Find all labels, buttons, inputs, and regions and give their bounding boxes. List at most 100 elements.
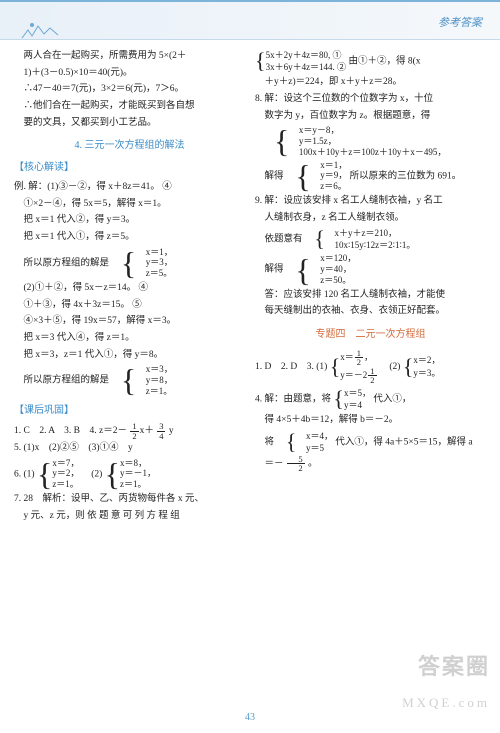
- right-column: { 5x＋2y＋4z＝80, ① 3x＋6y＋4z＝144. ② 由①＋②，得 …: [255, 48, 486, 524]
- text: 所以原方程组的解是: [24, 376, 110, 386]
- answer-line: 将 { x＝4， y＝5 代入①，得 4a＋5×5＝15，解得 a: [255, 429, 486, 455]
- example-line: 把 x＝1 代入②，得 y＝3。: [14, 212, 245, 229]
- sys-row: 100x＋10y＋z＝100z＋10y＋x－495，: [289, 147, 446, 158]
- left-column: 两人合在一起购买，所需费用为 5×(2＋ 1)＋(3－0.5)×10＝40(元)…: [14, 48, 245, 524]
- equation-system: { x＝5， y＝4: [333, 387, 371, 411]
- answer-line: 解得 { x＝120， y＝40， z＝50。: [255, 252, 486, 286]
- sys-row: x＝120，: [311, 253, 357, 264]
- text: ＝－: [265, 459, 284, 469]
- text: 所以原方程组的解是: [24, 258, 110, 268]
- answer-line: 1. C 2. A 3. B 4. z＝2－ 12x＋ 34 y: [14, 422, 245, 440]
- text: 所以原来的三位数为 691。: [350, 171, 462, 181]
- section-sub: 【核心解读】: [14, 159, 245, 177]
- sys-row: x＝12，: [340, 349, 377, 367]
- text: 代入①，得 4a＋5×5＝15，解得 a: [335, 437, 472, 447]
- example-line: 把 x＝1 代入①，得 z＝5。: [14, 229, 245, 246]
- fraction: 12: [355, 349, 363, 367]
- text: 1. C 2. A 3. B 4. z＝2－: [14, 426, 127, 436]
- topic-title: 专题四 二元一次方程组: [255, 326, 486, 344]
- sys-row: y＝－212: [340, 367, 377, 385]
- sys-row: x＝y－8，: [289, 125, 446, 136]
- text: 将: [265, 437, 275, 447]
- sys-row: y＝－1，: [120, 468, 156, 479]
- intro-line: 两人合在一起购买，所需费用为 5×(2＋: [14, 48, 245, 65]
- answer-line: y 元、z 元，则 依 题 意 可 列 方 程 组: [14, 508, 245, 525]
- answer-line: 1. D 2. D 3. (1) { x＝12， y＝－212 (2) { x＝…: [255, 348, 486, 386]
- intro-line: ∴47－40＝7(元)，3×2＝6(元)，7＞6。: [14, 81, 245, 98]
- answer-line: 人缝制衣身，z 名工人缝制衣领。: [255, 210, 486, 227]
- answer-line: ＋y＋z)＝224，即 x＋y＋z＝28。: [255, 74, 486, 91]
- text: y: [169, 426, 174, 436]
- sys-row: y＝9，: [311, 170, 348, 181]
- header-decoration: [20, 20, 70, 40]
- text: 代入①，: [373, 394, 411, 404]
- answer-line: 每天缝制出的衣袖、衣身、衣领正好配套。: [255, 303, 486, 320]
- solution-system: { x＝8， y＝－1， z＝1。: [105, 458, 156, 490]
- sys-row: x＝1，: [311, 160, 348, 171]
- example-line: 所以原方程组的解是 { x＝1， y＝3， z＝5。: [14, 246, 245, 280]
- solution-system: { x＝1， y＝3， z＝5。: [111, 247, 172, 279]
- sys-row: x＝3，: [136, 364, 173, 375]
- solution-system: { x＝7， y＝2， z＝1。: [37, 458, 79, 490]
- intro-line: ∴他们合在一起购买，才能既买到各自想: [14, 98, 245, 115]
- sys-row: z＝6。: [311, 181, 348, 192]
- text: 1. D 2. D 3. (1): [255, 362, 327, 372]
- watermark-text: 答案圈: [418, 649, 490, 681]
- sys-row: y＝4: [344, 399, 371, 411]
- answer-line: 6. (1) { x＝7， y＝2， z＝1。 (2) { x＝8， y＝－1，…: [14, 457, 245, 491]
- sys-row: x＝1，: [136, 247, 173, 258]
- solution-system: { x＝2， y＝3。: [403, 354, 441, 378]
- equation-system: { 5x＋2y＋4z＝80, ① 3x＋6y＋4z＝144. ②: [255, 49, 346, 73]
- sys-row: x＝5，: [344, 387, 371, 399]
- intro-line: 1)＋(3－0.5)×10＝40(元)。: [14, 65, 245, 82]
- sys-row: 5x＋2y＋4z＝80, ①: [266, 49, 347, 61]
- example-line: ①＋③，得 4x＋3z＝15。 ⑤: [14, 297, 245, 314]
- text: 解得: [265, 171, 284, 181]
- example-line: (2)①＋②，得 5x－z＝14。 ④: [14, 280, 245, 297]
- answer-line: 得 4×5＋4b＝12，解得 b＝－2。: [255, 412, 486, 429]
- sys-row: y＝5: [296, 442, 333, 454]
- sys-row: y＝8，: [136, 375, 173, 386]
- text: 。: [308, 459, 318, 469]
- sys-row: y＝3。: [413, 367, 440, 379]
- text: (2): [82, 469, 103, 479]
- text: 由①＋②，得 8(x: [348, 56, 420, 66]
- example-line: ④×3＋⑤，得 19x＝57，解得 x＝3。: [14, 313, 245, 330]
- answer-line: ＝－ 5 2 。: [255, 455, 486, 473]
- answer-line: 答：应该安排 120 名工人缝制衣袖，才能使: [255, 287, 486, 304]
- page-number: 43: [0, 712, 500, 723]
- solution-system: { x＝120， y＝40， z＝50。: [286, 253, 356, 285]
- answer-line: 5. (1)x (2)②⑤ (3)①④ y: [14, 440, 245, 457]
- answer-line: 解得 { x＝1， y＝9， z＝6。 所以原来的三位数为 691。: [255, 159, 486, 193]
- content-columns: 两人合在一起购买，所需费用为 5×(2＋ 1)＋(3－0.5)×10＝40(元)…: [0, 40, 500, 524]
- answer-line: { 5x＋2y＋4z＝80, ① 3x＋6y＋4z＝144. ② 由①＋②，得 …: [255, 48, 486, 74]
- fraction: 12: [130, 422, 138, 440]
- sys-row: 3x＋6y＋4z＝144. ②: [266, 61, 347, 73]
- sys-row: x＝2，: [413, 354, 440, 366]
- header-label: 参考答案: [438, 14, 482, 30]
- sys-row: y＝40，: [311, 264, 357, 275]
- equation-system: { x＋y＋z＝210， 10x∶15y∶12z＝2∶1∶1。: [305, 227, 415, 251]
- fraction: 5 2: [287, 455, 305, 473]
- answer-line: 4. 解：由题意，将 { x＝5， y＝4 代入①，: [255, 386, 486, 412]
- solution-system: { x＝3， y＝8， z＝1。: [111, 364, 172, 396]
- sys-row: y＝2，: [52, 468, 79, 479]
- text: 6. (1): [14, 469, 35, 479]
- sys-row: x＝4，: [296, 430, 333, 442]
- fraction: 34: [157, 422, 165, 440]
- solution-system: { x＝12， y＝－212: [330, 349, 378, 385]
- sys-row: y＝1.5z，: [289, 136, 446, 147]
- intro-line: 要的文具，又都买到小工艺品。: [14, 115, 245, 132]
- sys-row: x＝8，: [120, 458, 156, 469]
- sys-row: z＝1。: [120, 479, 156, 490]
- equation-system: { x＝4， y＝5: [276, 430, 333, 454]
- answer-line: 数字为 y，百位数字为 z。根据题意，得: [255, 108, 486, 125]
- sys-row: x＋y＋z＝210，: [325, 227, 415, 239]
- example-line: 把 x＝3，z＝1 代入①，得 y＝8。: [14, 347, 245, 364]
- example-line: 所以原方程组的解是 { x＝3， y＝8， z＝1。: [14, 363, 245, 397]
- sys-row: z＝50。: [311, 275, 357, 286]
- sys-row: y＝3，: [136, 257, 173, 268]
- sys-row: z＝5。: [136, 268, 173, 279]
- section-title: 4. 三元一次方程组的解法: [14, 137, 245, 155]
- text: 依题意有: [265, 235, 303, 245]
